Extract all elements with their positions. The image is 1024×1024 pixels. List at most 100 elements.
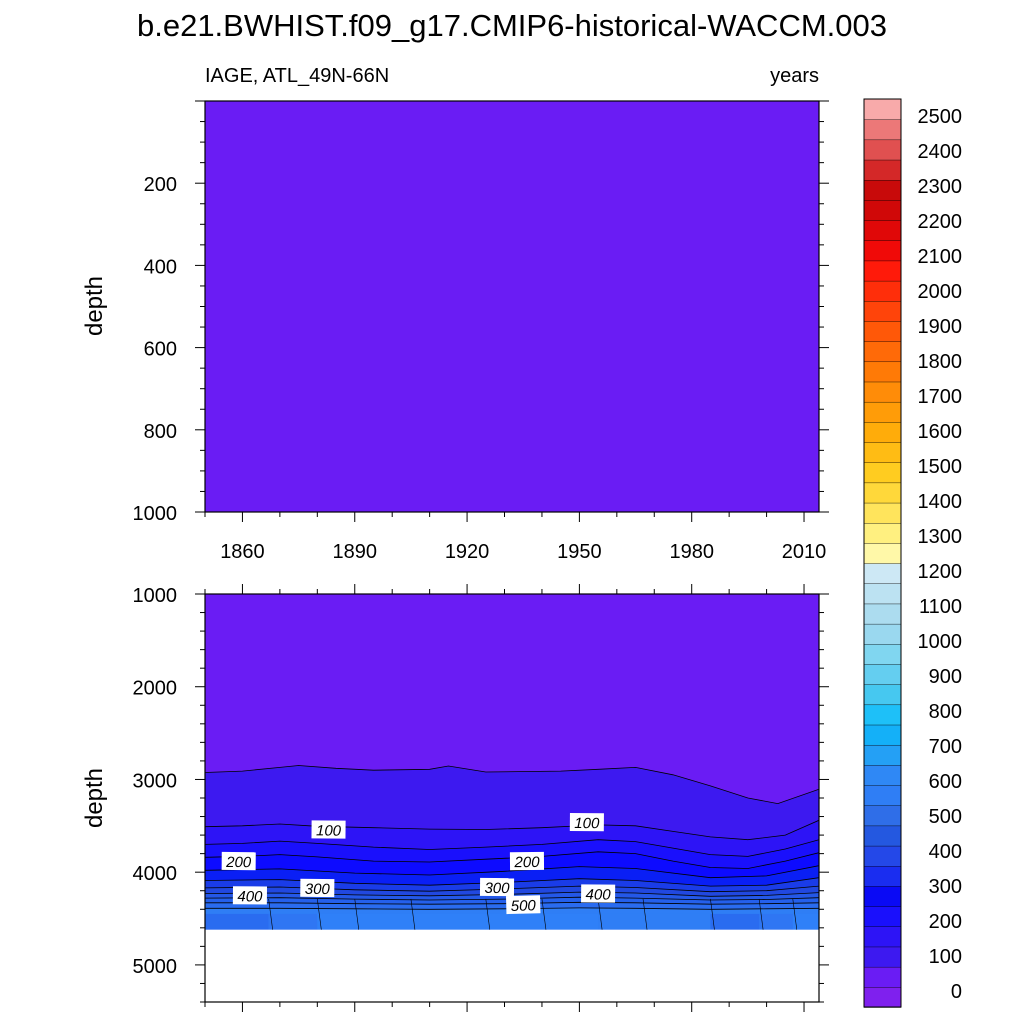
- colorbar-swatch: [863, 118, 902, 141]
- bottom-cell: [317, 913, 355, 930]
- cell-separator: [792, 898, 798, 930]
- contour-label-box: [479, 877, 515, 897]
- colorbar-swatch: [863, 482, 902, 504]
- y-tick-label: 2000: [133, 678, 178, 700]
- contour-label: 400: [232, 886, 268, 905]
- colorbar-swatch: [863, 926, 902, 948]
- contour-label: 200: [221, 851, 256, 871]
- y-tick-label: 400: [144, 256, 177, 278]
- colorbar-swatch: [863, 805, 902, 827]
- colorbar-label: 200: [929, 911, 962, 933]
- upper-y-axis-label: depth: [81, 276, 108, 336]
- contour-line: [205, 896, 819, 901]
- bottom-cell: [410, 913, 486, 930]
- bottom-cell: [710, 913, 760, 930]
- contour-label: 300: [479, 877, 515, 897]
- contour-line: [205, 907, 819, 910]
- cell-separator: [541, 898, 547, 930]
- colorbar-swatch: [863, 583, 902, 605]
- contour-label-box: [221, 851, 256, 871]
- contour-label-box: [569, 812, 604, 832]
- contour-label-text: 400: [237, 888, 263, 905]
- bottom-cell: [541, 913, 599, 930]
- upper-axis-ticks: 200 400 600 800 1000 1860 1890 1920 1950 1980 2010: [133, 100, 829, 563]
- contour-label-text: 200: [513, 854, 540, 871]
- colorbar-swatch: [863, 744, 902, 766]
- colorbar-label: 2400: [918, 141, 963, 163]
- colorbar-swatch: [863, 401, 902, 423]
- colorbar-swatch: [863, 784, 902, 806]
- colorbar-swatch: [863, 300, 902, 322]
- lower-contour-lines: [205, 765, 819, 930]
- y-tick-label: 800: [144, 421, 177, 443]
- contour-label-text: 100: [574, 815, 600, 832]
- lower-frame: [204, 593, 820, 1003]
- cell-separator: [597, 898, 603, 930]
- contour-label: 300: [300, 878, 335, 898]
- y-tick-label: 200: [144, 174, 177, 196]
- colorbar-label: 2200: [918, 211, 963, 233]
- contour-line: [205, 839, 819, 857]
- colorbar-swatch: [863, 199, 902, 221]
- colorbar-label: 100: [929, 946, 962, 968]
- y-tick-label: 1000: [133, 585, 178, 607]
- colorbar-label: 300: [929, 876, 962, 898]
- colorbar-label: 2300: [918, 176, 963, 198]
- x-tick-label: 1980: [669, 541, 714, 563]
- colorbar-swatch: [863, 946, 902, 968]
- colorbar-swatch: [863, 865, 902, 887]
- contour-label-box: [232, 886, 268, 905]
- contour-label: 500: [506, 895, 541, 915]
- contour-label: 100: [569, 812, 604, 832]
- colorbar-swatch: [863, 240, 902, 262]
- contour-label-box: [300, 878, 335, 898]
- y-tick-label: 5000: [133, 956, 178, 978]
- cell-separator: [317, 898, 322, 930]
- upper-left-label: IAGE, ATL_49N-66N: [205, 65, 389, 87]
- contour-label-box: [311, 820, 346, 839]
- contour-label-box: [581, 884, 616, 903]
- colorbar-swatch: [863, 885, 902, 907]
- y-tick-label: 3000: [133, 770, 178, 792]
- colorbar-label: 1900: [918, 316, 963, 338]
- colorbar-swatch: [863, 562, 902, 584]
- colorbar-swatch: [863, 421, 902, 443]
- bottom-cell: [354, 913, 411, 930]
- bottom-cell: [759, 913, 793, 930]
- upper-panel: IAGE, ATL_49N-66N years 200 400 600 800 1000…: [81, 65, 829, 563]
- y-tick-label: 4000: [133, 863, 178, 885]
- colorbar-label: 700: [929, 736, 962, 758]
- colorbar-swatch: [863, 502, 902, 524]
- lower-axis-ticks: 1000 2000 3000 4000 5000: [133, 584, 829, 1012]
- colorbar: 0 100 200 300 400 500 600 700 800 900 1000 1100 1200…: [863, 98, 963, 1008]
- contour-label-text: 500: [511, 897, 537, 915]
- contour-line: [205, 765, 819, 805]
- colorbar-label: 1000: [918, 631, 963, 653]
- contour-label-text: 300: [305, 881, 331, 898]
- colorbar-swatch: [863, 381, 902, 403]
- chart-title: b.e21.BWHIST.f09_g17.CMIP6-historical-WA…: [137, 8, 887, 43]
- colorbar-swatch: [863, 623, 902, 645]
- colorbar-swatch: [863, 966, 902, 988]
- bottom-cell: [598, 913, 644, 930]
- colorbar-swatch: [863, 825, 902, 847]
- colorbar-label: 1300: [918, 526, 963, 548]
- contour-label-box: [509, 851, 545, 871]
- colorbar-label: 2500: [918, 106, 963, 128]
- colorbar-swatch: [863, 219, 902, 241]
- colorbar-swatch: [863, 724, 902, 746]
- bottom-cell: [205, 913, 269, 930]
- colorbar-swatch: [863, 663, 902, 685]
- contour-label-text: 300: [484, 880, 510, 897]
- contour-line: [205, 819, 819, 841]
- colorbar-label: 1500: [918, 456, 963, 478]
- colorbar-label: 1700: [918, 386, 963, 408]
- x-tick-label: 1950: [557, 541, 602, 563]
- colorbar-swatch: [863, 845, 902, 867]
- bottom-cell: [643, 913, 711, 930]
- colorbar-swatch: [863, 542, 902, 564]
- x-tick-label: 1860: [220, 541, 265, 563]
- upper-plot-area: [205, 101, 819, 512]
- colorbar-swatch: [863, 643, 902, 665]
